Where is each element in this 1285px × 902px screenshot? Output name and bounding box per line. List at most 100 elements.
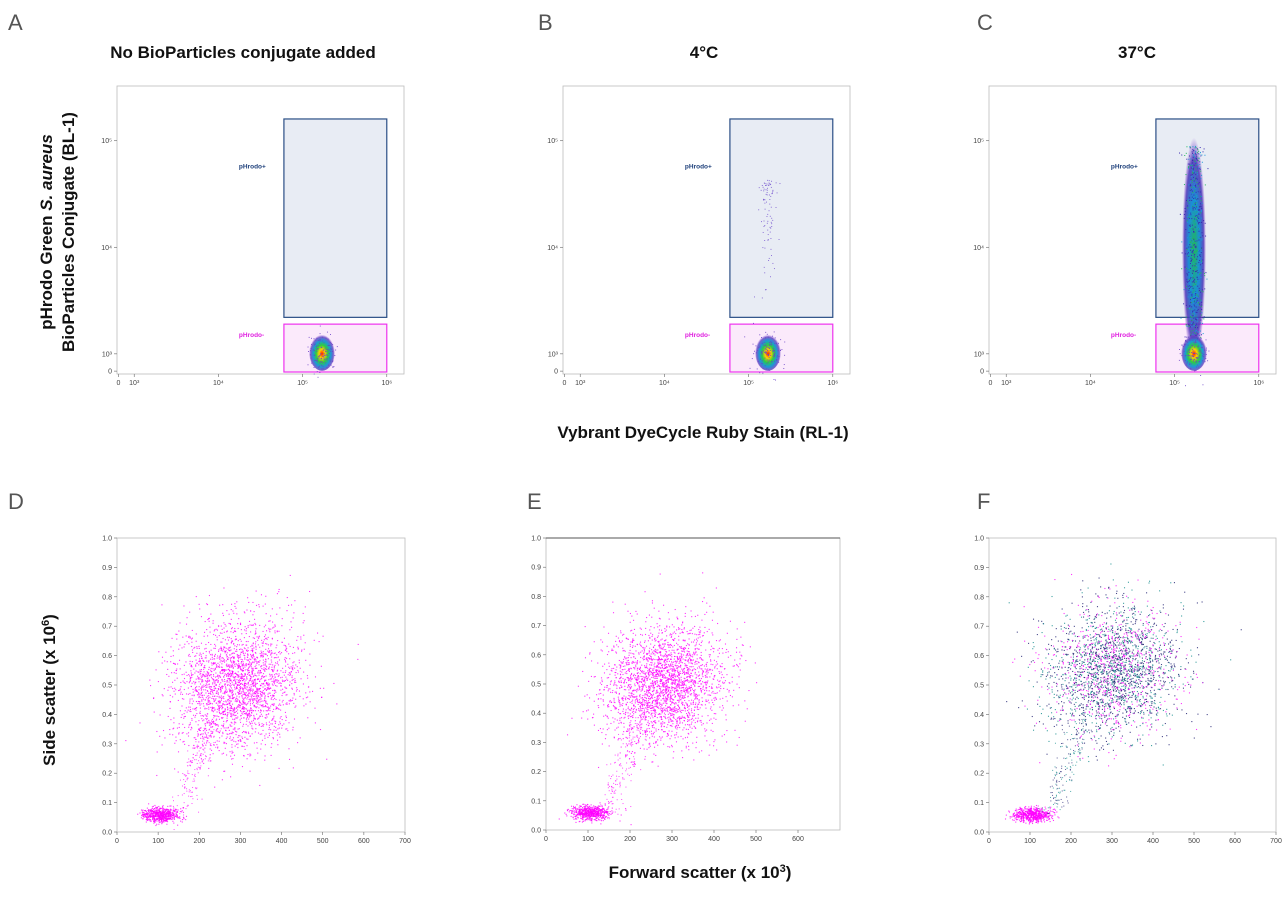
- event-dot: [271, 674, 273, 676]
- event-dot: [194, 747, 196, 749]
- event-dot: [1188, 155, 1190, 157]
- event-dot: [229, 689, 231, 692]
- event-dot: [1188, 287, 1190, 289]
- event-dot: [258, 707, 260, 709]
- event-dot: [213, 721, 215, 723]
- event-dot: [139, 812, 141, 814]
- event-dot: [253, 705, 255, 707]
- event-dot: [256, 675, 258, 677]
- event-dot: [216, 665, 218, 667]
- event-dot: [188, 761, 190, 763]
- bottom-xlabel-exp: 3: [780, 863, 786, 875]
- event-dot: [244, 697, 246, 699]
- event-dot: [255, 682, 257, 684]
- event-dot: [1191, 325, 1193, 327]
- event-dot: [219, 689, 221, 691]
- event-dot: [253, 684, 255, 686]
- event-dot: [1191, 240, 1193, 242]
- event-dot: [271, 656, 273, 658]
- event-dot: [218, 702, 220, 704]
- y-tick-label: 0.0: [102, 830, 112, 837]
- event-dot: [333, 682, 335, 685]
- event-dot: [185, 693, 188, 695]
- event-dot: [764, 289, 766, 291]
- event-dot: [249, 709, 251, 711]
- event-dot: [1197, 357, 1199, 359]
- x-tick-label: 10⁴: [659, 380, 670, 387]
- event-dot: [207, 672, 210, 674]
- event-dot: [645, 715, 647, 717]
- event-dot: [205, 655, 207, 657]
- event-dot: [261, 652, 263, 654]
- event-dot: [190, 761, 192, 763]
- event-dot: [238, 728, 240, 730]
- event-dot: [268, 620, 270, 622]
- event-dot: [1200, 276, 1202, 278]
- event-dot: [232, 632, 234, 634]
- event-dot: [252, 703, 254, 705]
- event-dot: [159, 813, 161, 815]
- x-tick-label: 300: [235, 838, 247, 845]
- event-dot: [195, 707, 197, 709]
- event-dot: [265, 733, 267, 735]
- event-dot: [249, 723, 251, 725]
- event-dot: [1189, 199, 1191, 201]
- event-dot: [254, 722, 256, 724]
- event-dot: [1198, 331, 1200, 333]
- event-dot: [245, 682, 247, 685]
- event-dot: [232, 674, 234, 676]
- event-dot: [1189, 299, 1191, 301]
- event-dot: [177, 817, 179, 819]
- event-dot: [1195, 227, 1197, 229]
- event-dot: [241, 659, 244, 661]
- event-dot: [1192, 356, 1194, 358]
- event-dot: [329, 359, 331, 361]
- event-dot: [1192, 353, 1194, 354]
- event-dot: [1199, 220, 1201, 222]
- event-dot: [1191, 355, 1193, 357]
- event-dot: [1183, 350, 1185, 352]
- event-dot: [299, 737, 301, 739]
- event-dot: [774, 355, 775, 357]
- event-dot: [200, 692, 202, 694]
- event-dot: [1181, 268, 1183, 270]
- event-dot: [1197, 220, 1199, 222]
- event-dot: [242, 677, 244, 679]
- event-dot: [191, 649, 193, 651]
- event-dot: [161, 813, 163, 815]
- event-dot: [263, 639, 265, 641]
- event-dot: [1196, 265, 1198, 267]
- event-dot: [165, 816, 167, 818]
- event-dot: [276, 679, 278, 681]
- event-dot: [266, 684, 268, 686]
- event-dot: [274, 680, 276, 682]
- event-dot: [301, 650, 303, 652]
- event-dot: [650, 704, 652, 706]
- event-dot: [218, 750, 220, 752]
- event-dot: [184, 780, 186, 782]
- y-tick-label: 0.5: [531, 682, 541, 689]
- event-dot: [179, 688, 181, 690]
- event-dot: [292, 767, 294, 769]
- event-dot: [309, 664, 311, 666]
- event-dot: [1194, 164, 1196, 166]
- event-dot: [224, 691, 226, 693]
- event-dot: [331, 343, 333, 345]
- event-dot: [240, 629, 242, 631]
- event-dot: [1194, 302, 1196, 304]
- event-dot: [160, 812, 162, 814]
- event-dot: [216, 629, 219, 631]
- event-dot: [265, 682, 267, 684]
- event-dot: [688, 668, 690, 670]
- event-dot: [766, 347, 768, 349]
- event-dot: [253, 658, 255, 660]
- event-dot: [1188, 214, 1190, 216]
- event-dot: [255, 692, 257, 694]
- event-dot: [223, 678, 226, 681]
- event-dot: [694, 615, 696, 617]
- event-dot: [270, 628, 272, 630]
- event-dot: [774, 337, 776, 339]
- event-dot: [757, 350, 759, 352]
- event-dot: [274, 720, 276, 722]
